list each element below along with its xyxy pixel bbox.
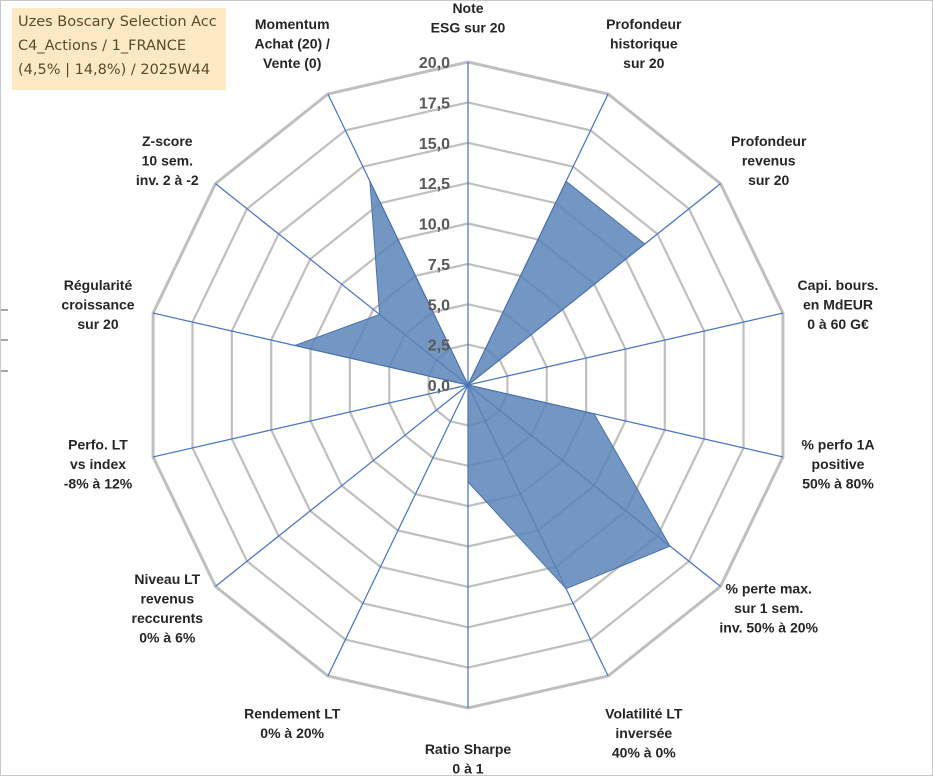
tick-layer: 0,0 2,5 5,0 7,5 10,0 12,5 15,0 17,5 20,0 xyxy=(419,55,450,395)
category-label-line: vs index xyxy=(70,456,126,472)
category-label-line: 0% à 20% xyxy=(260,725,324,741)
scrollbar-indicator[interactable] xyxy=(0,306,9,376)
axis-spoke-8 xyxy=(327,384,469,677)
category-label-line: % perte max. xyxy=(726,581,812,597)
axis-spoke-3 xyxy=(467,312,784,386)
tick-label: 2,5 xyxy=(428,338,450,355)
category-label-line: inv. 50% à 20% xyxy=(719,620,818,636)
chart-title-box: Uzes Boscary Selection Acc C4_Actions / … xyxy=(12,8,226,90)
category-label-8: Rendement LT 0% à 20% xyxy=(244,705,341,741)
category-label-line: Ratio Sharpe xyxy=(425,741,512,757)
category-label-7: Ratio Sharpe 0 à 1 xyxy=(425,741,512,776)
tick-label: 0,0 xyxy=(428,378,450,395)
category-label-line: sur 20 xyxy=(623,55,664,71)
category-label-line: % perfo 1A xyxy=(801,437,874,453)
tick-label: 5,0 xyxy=(428,297,450,314)
label-layer: Note ESG sur 20 Profondeur historique sur 20… xyxy=(61,0,878,776)
category-label-line: reccurents xyxy=(132,610,204,626)
category-label-4: % perfo 1A positive 50% à 80% xyxy=(801,437,874,492)
category-label-line: Profondeur xyxy=(606,16,682,32)
category-label-1: Profondeur historique sur 20 xyxy=(606,16,682,71)
title-line-1: Uzes Boscary Selection Acc xyxy=(18,14,217,30)
tick-label: 7,5 xyxy=(428,257,450,274)
category-label-line: Capi. bours. xyxy=(798,277,879,293)
series-area-0 xyxy=(293,180,671,590)
category-label-line: 10 sem. xyxy=(142,152,193,168)
category-label-line: Régularité xyxy=(64,277,133,293)
category-label-line: positive xyxy=(812,456,865,472)
category-label-line: Perfo. LT xyxy=(68,437,128,453)
category-label-line: Z-score xyxy=(142,133,193,149)
category-label-line: revenus xyxy=(140,590,194,606)
category-label-5: % perte max. sur 1 sem. inv. 50% à 20% xyxy=(719,581,818,636)
category-label-line: Momentum xyxy=(255,16,330,32)
category-label-2: Profondeur revenus sur 20 xyxy=(731,133,807,188)
tick-label: 12,5 xyxy=(419,176,450,193)
category-label-13: Momentum Achat (20) / Vente (0) xyxy=(254,16,330,71)
category-label-line: ESG sur 20 xyxy=(431,20,506,36)
category-label-line: revenus xyxy=(742,152,796,168)
category-label-line: Profondeur xyxy=(731,133,807,149)
title-line-3: (4,5% | 14,8%) / 2025W44 xyxy=(18,62,211,78)
category-label-line: Volatilité LT xyxy=(605,705,683,721)
category-label-line: 0 à 60 G€ xyxy=(807,316,869,332)
category-label-line: Achat (20) / xyxy=(254,36,330,52)
category-label-line: 40% à 0% xyxy=(612,744,676,760)
category-label-line: Rendement LT xyxy=(244,705,341,721)
category-label-10: Perfo. LT vs index -8% à 12% xyxy=(64,437,133,492)
category-label-line: 0% à 6% xyxy=(139,629,196,645)
category-label-12: Z-score 10 sem. inv. 2 à -2 xyxy=(136,133,199,188)
category-label-9: Niveau LT revenus reccurents 0% à 6% xyxy=(132,571,204,646)
category-label-line: inv. 2 à -2 xyxy=(136,172,199,188)
category-label-line: sur 1 sem. xyxy=(734,600,803,616)
tick-label: 15,0 xyxy=(419,136,450,153)
category-label-line: Niveau LT xyxy=(134,571,200,587)
category-label-line: historique xyxy=(610,36,678,52)
category-label-line: -8% à 12% xyxy=(64,476,133,492)
category-label-line: en MdEUR xyxy=(803,296,873,312)
category-label-line: sur 20 xyxy=(77,316,118,332)
category-label-line: inversée xyxy=(615,725,672,741)
axis-spoke-9 xyxy=(215,384,469,587)
tick-label: 17,5 xyxy=(419,95,450,112)
category-label-6: Volatilité LT inversée 40% à 0% xyxy=(605,705,683,760)
category-label-line: Note xyxy=(452,0,483,16)
category-label-line: sur 20 xyxy=(748,172,789,188)
tick-label: 10,0 xyxy=(419,217,450,234)
axis-spoke-10 xyxy=(152,384,469,458)
category-label-line: 0 à 1 xyxy=(452,761,483,776)
category-label-3: Capi. bours. en MdEUR 0 à 60 G€ xyxy=(798,277,879,332)
category-label-line: Vente (0) xyxy=(263,55,321,71)
tick-label: 20,0 xyxy=(419,55,450,72)
category-label-11: Régularité croissance sur 20 xyxy=(61,277,134,332)
category-label-line: croissance xyxy=(61,296,134,312)
series-layer xyxy=(293,180,671,590)
category-label-line: 50% à 80% xyxy=(802,476,874,492)
title-line-2: C4_Actions / 1_FRANCE xyxy=(18,38,187,54)
category-label-0: Note ESG sur 20 xyxy=(431,0,506,36)
